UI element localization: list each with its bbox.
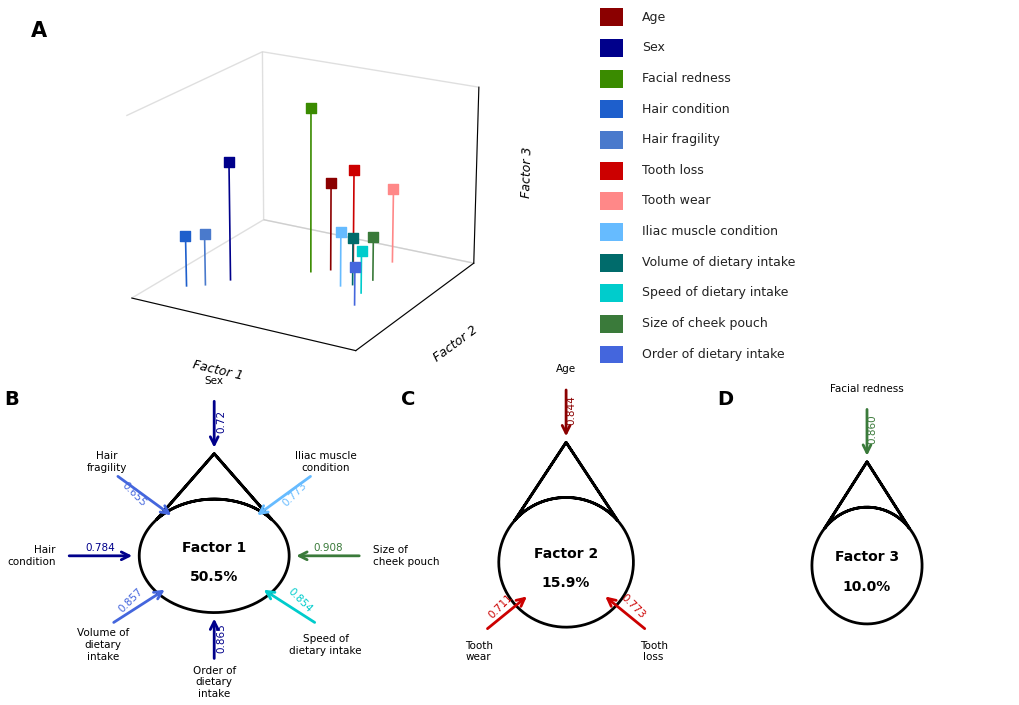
Text: Size of cheek pouch: Size of cheek pouch bbox=[641, 317, 766, 330]
Text: 0.908: 0.908 bbox=[313, 543, 342, 553]
Text: 15.9%: 15.9% bbox=[541, 577, 590, 590]
Bar bbox=[599, 254, 623, 271]
Bar bbox=[599, 284, 623, 302]
Text: 0.773: 0.773 bbox=[619, 593, 647, 621]
Text: C: C bbox=[400, 391, 415, 410]
Text: Factor 3: Factor 3 bbox=[835, 551, 898, 565]
Bar bbox=[599, 39, 623, 57]
Text: Order of
dietary
intake: Order of dietary intake bbox=[193, 666, 235, 699]
Text: 0.711: 0.711 bbox=[486, 593, 514, 621]
Text: 0.655: 0.655 bbox=[119, 480, 148, 508]
Text: 0.857: 0.857 bbox=[116, 586, 145, 614]
Bar bbox=[599, 100, 623, 118]
Bar bbox=[599, 192, 623, 210]
Text: Hair
fragility: Hair fragility bbox=[87, 451, 127, 472]
Text: Age: Age bbox=[641, 11, 665, 23]
Text: B: B bbox=[4, 391, 19, 410]
X-axis label: Factor 1: Factor 1 bbox=[191, 358, 244, 382]
Bar bbox=[599, 161, 623, 180]
Text: 0.854: 0.854 bbox=[285, 586, 314, 614]
Text: Factor 1: Factor 1 bbox=[182, 541, 246, 555]
Text: 50.5%: 50.5% bbox=[190, 570, 238, 584]
Text: 0.844: 0.844 bbox=[566, 395, 576, 424]
Text: Tooth loss: Tooth loss bbox=[641, 164, 703, 177]
Text: Hair
condition: Hair condition bbox=[7, 545, 56, 567]
Text: 10.0%: 10.0% bbox=[842, 580, 891, 594]
Bar bbox=[599, 315, 623, 333]
Text: Facial redness: Facial redness bbox=[641, 72, 730, 85]
Text: Iliac muscle condition: Iliac muscle condition bbox=[641, 225, 777, 238]
Text: Hair condition: Hair condition bbox=[641, 102, 729, 116]
Text: Age: Age bbox=[555, 364, 576, 374]
Text: 0.773: 0.773 bbox=[280, 480, 309, 508]
Text: 0.860: 0.860 bbox=[866, 415, 876, 444]
Text: Volume of
dietary
intake: Volume of dietary intake bbox=[76, 628, 128, 661]
Bar bbox=[599, 8, 623, 26]
Text: Order of dietary intake: Order of dietary intake bbox=[641, 348, 784, 361]
Y-axis label: Factor 2: Factor 2 bbox=[431, 323, 480, 364]
Bar bbox=[599, 131, 623, 149]
Text: Sex: Sex bbox=[641, 41, 664, 54]
Bar bbox=[599, 70, 623, 87]
Text: Sex: Sex bbox=[205, 376, 223, 386]
Bar bbox=[599, 223, 623, 241]
Text: Factor 2: Factor 2 bbox=[534, 547, 597, 561]
Text: Facial redness: Facial redness bbox=[829, 384, 903, 394]
Text: Volume of dietary intake: Volume of dietary intake bbox=[641, 256, 795, 269]
Text: Tooth
wear: Tooth wear bbox=[464, 641, 492, 662]
Text: Speed of dietary intake: Speed of dietary intake bbox=[641, 286, 788, 300]
Text: A: A bbox=[31, 21, 47, 41]
Text: Size of
cheek pouch: Size of cheek pouch bbox=[372, 545, 439, 567]
Text: 0.784: 0.784 bbox=[86, 543, 115, 553]
Text: 0.865: 0.865 bbox=[216, 624, 226, 654]
Text: 0.72: 0.72 bbox=[216, 410, 226, 433]
Text: Tooth wear: Tooth wear bbox=[641, 195, 709, 207]
Text: Hair fragility: Hair fragility bbox=[641, 133, 719, 146]
Text: D: D bbox=[716, 391, 733, 410]
Text: Iliac muscle
condition: Iliac muscle condition bbox=[294, 451, 356, 472]
Text: Speed of
dietary intake: Speed of dietary intake bbox=[289, 634, 362, 656]
Bar bbox=[599, 345, 623, 364]
Text: Tooth
loss: Tooth loss bbox=[639, 641, 667, 662]
